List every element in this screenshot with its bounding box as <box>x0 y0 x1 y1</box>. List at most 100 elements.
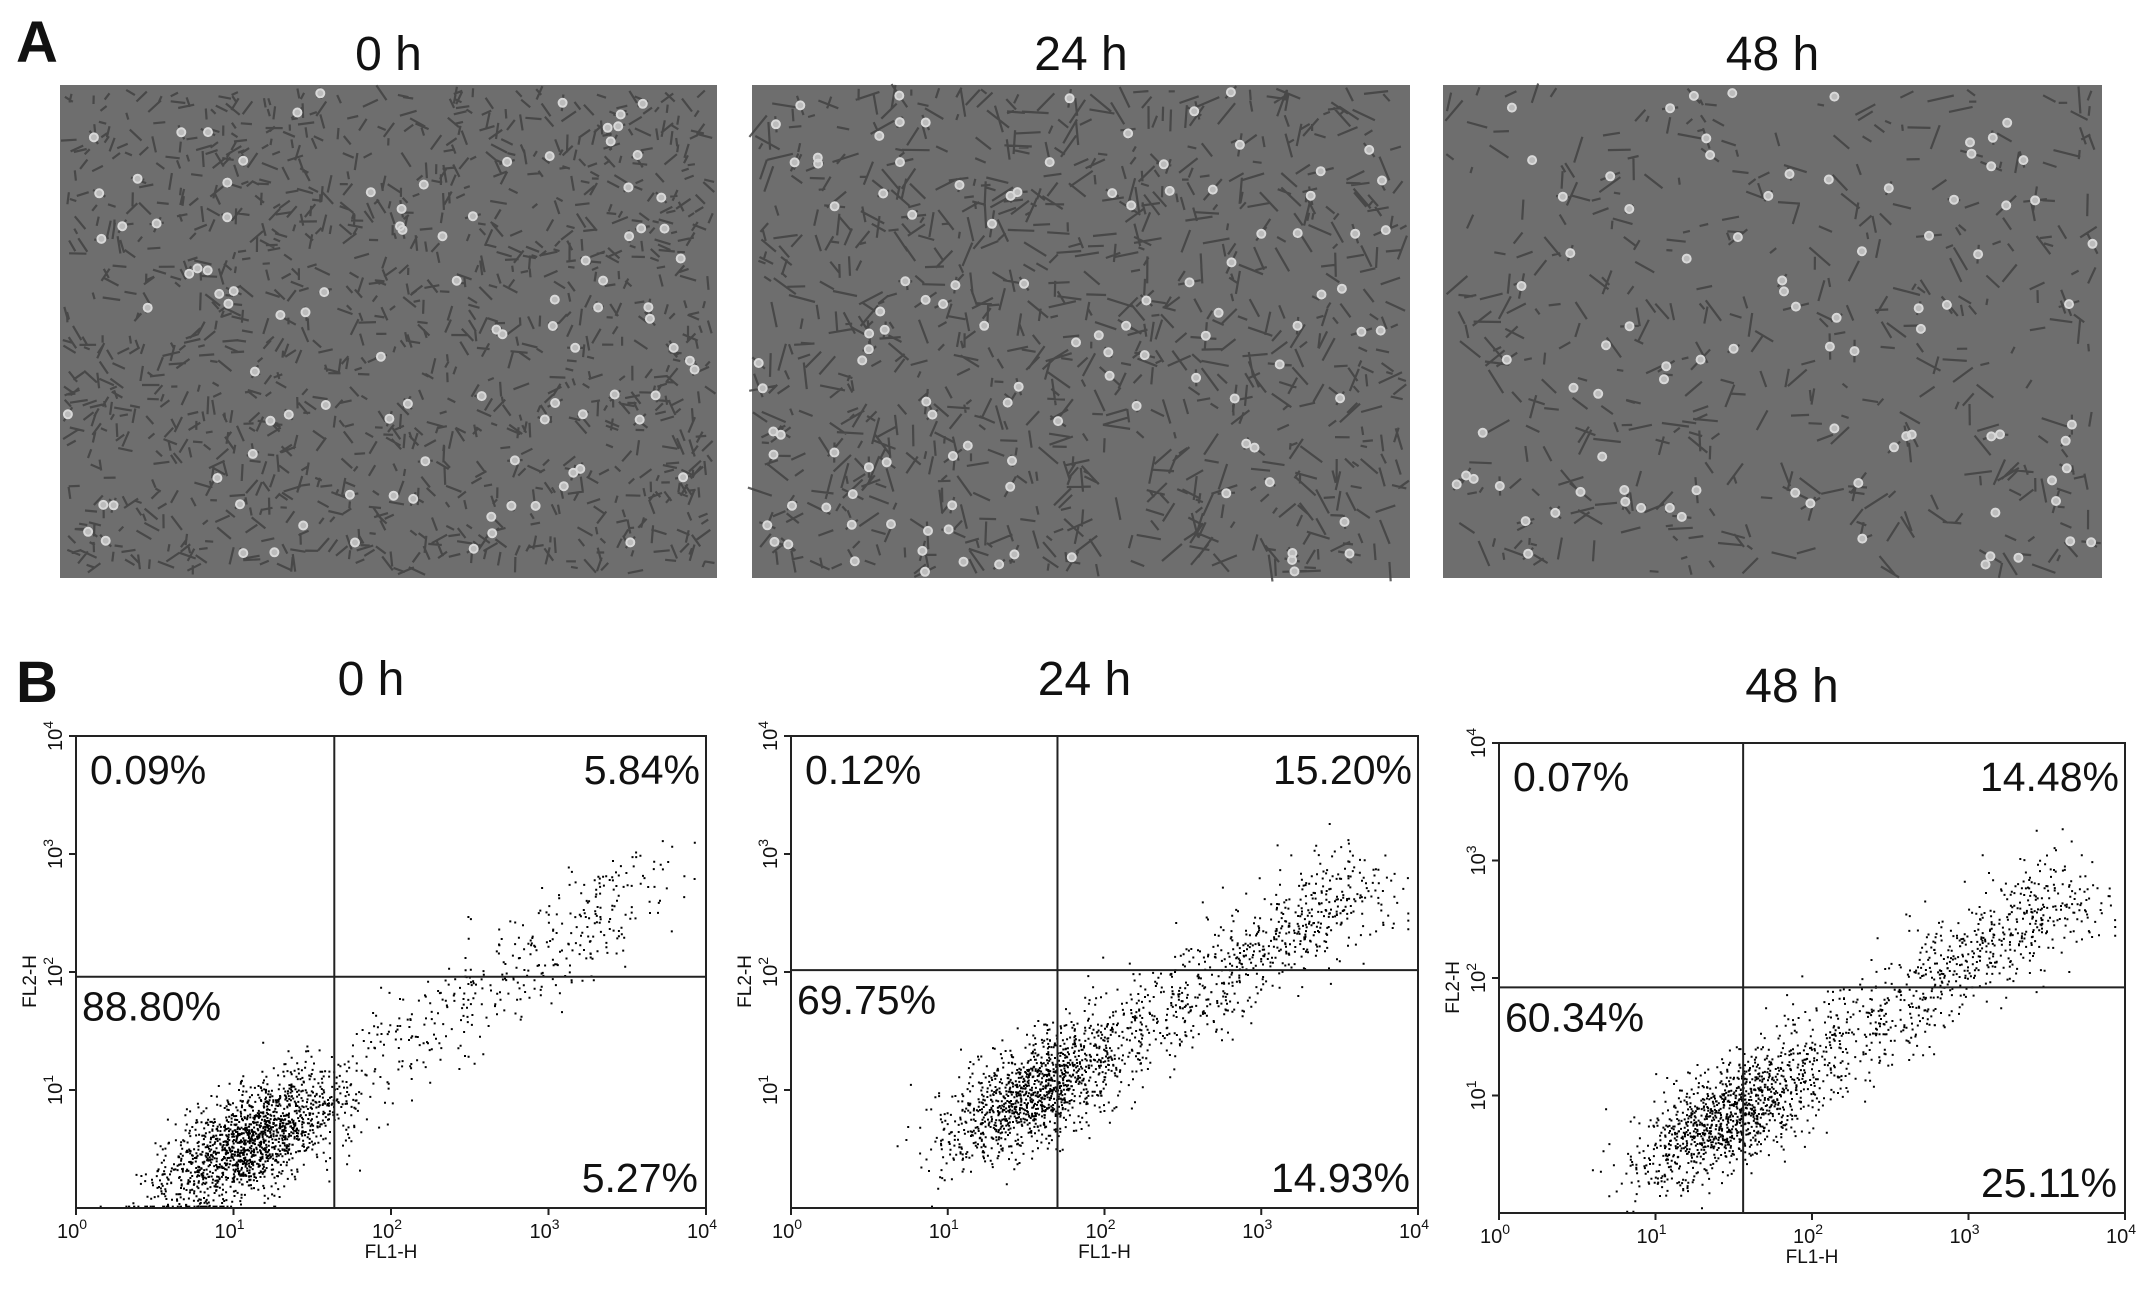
tick-base: 10 <box>45 965 67 987</box>
tick-exponent: 0 <box>79 1216 87 1232</box>
quadrant-percent: 0.07% <box>1513 754 1629 800</box>
plot-frame <box>75 735 707 1209</box>
image-title: 48 h <box>1726 28 1819 81</box>
y-tick-label: 103 <box>1463 845 1490 875</box>
x-tick-label: 103 <box>1242 1216 1272 1243</box>
plot-title: 24 h <box>1038 653 1131 706</box>
tick-base: 10 <box>214 1221 236 1243</box>
tick-base: 10 <box>45 729 67 751</box>
quadrant-percent: 69.75% <box>797 977 936 1023</box>
x-tick-label: 101 <box>929 1216 959 1243</box>
x-tick-label: 100 <box>772 1216 802 1243</box>
quadrant-percent: 14.48% <box>1980 754 2119 800</box>
x-tick-label: 104 <box>1399 1216 1429 1243</box>
micrograph <box>60 85 717 578</box>
y-tick-label: 101 <box>40 1075 67 1105</box>
y-axis-label: FL2-H <box>735 955 756 1008</box>
tick-exponent: 3 <box>1972 1221 1980 1237</box>
y-tick-label: 104 <box>755 721 782 751</box>
y-tick-label: 101 <box>1463 1080 1490 1110</box>
tick-exponent: 0 <box>794 1216 802 1232</box>
x-tick-label: 104 <box>2106 1221 2136 1248</box>
tick-exponent: 2 <box>394 1216 402 1232</box>
y-tick-label: 103 <box>40 839 67 869</box>
quadrant-percent: 0.12% <box>805 747 921 793</box>
tick-exponent: 4 <box>755 721 771 729</box>
plot-frame <box>1498 742 2126 1214</box>
event-dots <box>99 840 696 1208</box>
tick-exponent: 1 <box>40 1075 56 1083</box>
tick-base: 10 <box>57 1221 79 1243</box>
tick-base: 10 <box>687 1221 709 1243</box>
tick-exponent: 4 <box>40 721 56 729</box>
tick-exponent: 1 <box>1659 1221 1667 1237</box>
y-tick-label: 101 <box>755 1075 782 1105</box>
tick-base: 10 <box>1793 1226 1815 1248</box>
tick-exponent: 3 <box>1463 845 1479 853</box>
tick-base: 10 <box>1468 736 1490 758</box>
y-axis-label: FL2-H <box>20 955 41 1008</box>
plot-title: 48 h <box>1745 660 1838 713</box>
image-title: 0 h <box>355 28 422 81</box>
tick-exponent: 4 <box>1463 728 1479 736</box>
tick-base: 10 <box>760 1083 782 1105</box>
x-tick-label: 102 <box>372 1216 402 1243</box>
tick-exponent: 1 <box>1463 1080 1479 1088</box>
quadrant-percent: 60.34% <box>1505 994 1644 1040</box>
tick-exponent: 2 <box>1108 1216 1116 1232</box>
y-tick-label: 103 <box>755 839 782 869</box>
tick-base: 10 <box>1242 1221 1264 1243</box>
tick-exponent: 3 <box>1264 1216 1272 1232</box>
plot-title: 0 h <box>338 653 405 706</box>
tick-exponent: 2 <box>1815 1221 1823 1237</box>
tick-base: 10 <box>1468 971 1490 993</box>
tick-exponent: 1 <box>237 1216 245 1232</box>
x-tick-label: 100 <box>1480 1221 1510 1248</box>
x-tick-label: 102 <box>1793 1221 1823 1248</box>
tick-base: 10 <box>1468 853 1490 875</box>
tick-exponent: 3 <box>755 839 771 847</box>
tick-base: 10 <box>1399 1221 1421 1243</box>
quadrant-percent: 15.20% <box>1273 747 1412 793</box>
tick-exponent: 3 <box>552 1216 560 1232</box>
tick-base: 10 <box>45 1083 67 1105</box>
x-tick-label: 102 <box>1085 1216 1115 1243</box>
tick-exponent: 1 <box>755 1075 771 1083</box>
tick-base: 10 <box>45 847 67 869</box>
tick-exponent: 2 <box>40 957 56 965</box>
event-dots <box>896 823 1410 1208</box>
x-tick-label: 101 <box>214 1216 244 1243</box>
y-tick-label: 104 <box>40 721 67 751</box>
x-axis-label: FL1-H <box>1078 1242 1131 1263</box>
tick-exponent: 1 <box>951 1216 959 1232</box>
tick-exponent: 4 <box>709 1216 717 1232</box>
panel-a-label: A <box>16 10 58 75</box>
cell-highlights <box>1451 88 2098 570</box>
micrograph <box>1443 85 2102 578</box>
tick-exponent: 4 <box>1421 1216 1429 1232</box>
tick-exponent: 2 <box>1463 963 1479 971</box>
tick-base: 10 <box>772 1221 794 1243</box>
y-axis-label: FL2-H <box>1443 961 1464 1014</box>
cell-highlights <box>753 87 1391 577</box>
quadrant-percent: 14.93% <box>1271 1155 1410 1201</box>
x-axis-label: FL1-H <box>365 1242 418 1263</box>
x-axis-label: FL1-H <box>1786 1247 1839 1268</box>
y-tick-label: 104 <box>1463 728 1490 758</box>
y-tick-label: 102 <box>755 957 782 987</box>
tick-base: 10 <box>760 847 782 869</box>
x-tick-label: 100 <box>57 1216 87 1243</box>
quadrant-percent: 5.84% <box>584 747 700 793</box>
x-tick-label: 103 <box>1949 1221 1979 1248</box>
tick-exponent: 3 <box>40 839 56 847</box>
tick-base: 10 <box>372 1221 394 1243</box>
tick-base: 10 <box>1085 1221 1107 1243</box>
tick-exponent: 2 <box>755 957 771 965</box>
tick-base: 10 <box>1949 1226 1971 1248</box>
x-tick-label: 103 <box>529 1216 559 1243</box>
x-tick-label: 104 <box>687 1216 717 1243</box>
panel-b-label: B <box>16 650 58 715</box>
